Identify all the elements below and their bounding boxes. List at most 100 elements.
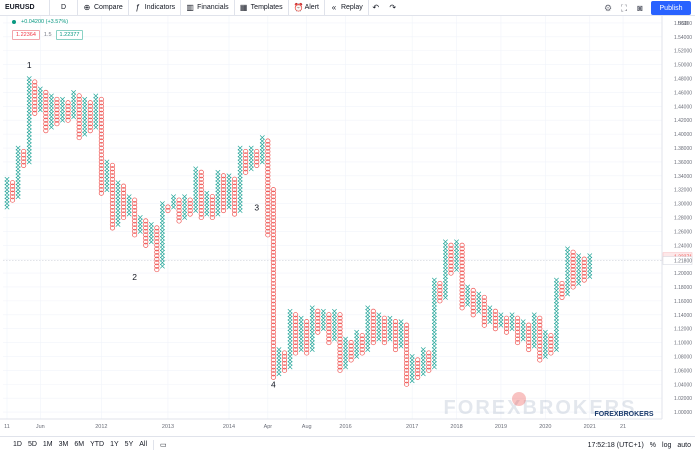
o-box: [98, 180, 104, 186]
o-box: [187, 201, 193, 207]
x-box: [193, 208, 199, 213]
range-6m[interactable]: 6M: [74, 441, 85, 448]
pnf-o-column: [176, 197, 182, 224]
o-box: [293, 322, 299, 328]
x-box: [554, 298, 559, 304]
o-box: [76, 96, 82, 102]
percent-toggle[interactable]: %: [649, 441, 657, 449]
redo-button[interactable]: ↷: [386, 0, 403, 16]
x-box: [365, 308, 371, 314]
undo-button[interactable]: ↶: [369, 0, 386, 16]
o-box: [43, 107, 49, 113]
x-box: [554, 329, 559, 335]
o-box: [537, 329, 543, 335]
o-box: [109, 221, 116, 227]
x-box: [159, 215, 165, 220]
alert-button[interactable]: ⏰ Alert: [289, 0, 325, 16]
x-box: [137, 225, 143, 231]
o-box: [98, 148, 104, 155]
pnf-o-column: [348, 340, 354, 363]
o-box: [98, 176, 104, 182]
x-box: [309, 322, 315, 328]
pnf-x-column: [48, 93, 54, 130]
range-3m[interactable]: 3M: [58, 441, 69, 448]
pnf-o-column: [154, 225, 160, 273]
x-box: [215, 197, 221, 203]
pnf-x-column: [126, 194, 132, 217]
pnf-x-column: [387, 315, 393, 342]
x-box: [365, 312, 371, 318]
x-box: [193, 194, 199, 200]
x-box: [565, 260, 570, 266]
o-box: [304, 319, 310, 325]
o-box: [265, 197, 271, 203]
range-all[interactable]: All: [139, 441, 148, 448]
buy-price-button[interactable]: 1.22377: [55, 30, 84, 40]
indicators-button[interactable]: ƒ Indicators: [129, 0, 182, 16]
o-box: [470, 298, 476, 304]
x-box: [298, 343, 304, 349]
o-box: [481, 319, 487, 325]
pnf-x-column: [498, 312, 504, 328]
auto-toggle[interactable]: auto: [677, 441, 691, 449]
x-box: [26, 114, 32, 120]
o-box: [265, 141, 271, 148]
o-box: [359, 350, 365, 356]
pnf-x-column: [115, 180, 121, 227]
calendar-icon[interactable]: ▭: [160, 441, 167, 449]
x-box: [465, 288, 471, 293]
x-box: [226, 176, 232, 182]
camera-icon[interactable]: ◙: [637, 3, 643, 13]
x-box: [565, 253, 570, 259]
o-box: [98, 159, 104, 165]
x-box: [26, 117, 32, 123]
o-box: [437, 284, 443, 290]
o-box: [232, 208, 238, 214]
range-1y[interactable]: 1Y: [110, 441, 119, 448]
o-box: [10, 180, 16, 186]
o-box: [570, 270, 576, 276]
range-1m[interactable]: 1M: [42, 441, 53, 448]
x-box: [343, 336, 348, 342]
x-box: [259, 155, 265, 161]
x-box: [531, 333, 537, 339]
o-box: [581, 274, 587, 280]
x-box: [26, 155, 32, 161]
log-toggle[interactable]: log: [662, 441, 672, 449]
interval-button[interactable]: D: [50, 0, 78, 16]
sell-price-button[interactable]: 1.22364: [12, 30, 40, 40]
x-box: [443, 267, 448, 273]
x-box: [26, 107, 32, 113]
o-box: [265, 166, 271, 172]
compare-button[interactable]: ⊕ Compare: [78, 0, 129, 16]
x-box: [387, 336, 393, 342]
gear-icon[interactable]: ⚙: [603, 3, 613, 13]
x-box: [443, 242, 448, 248]
pnf-x-column: [420, 347, 426, 377]
o-box: [54, 96, 60, 102]
x-box: [343, 350, 348, 356]
o-box: [109, 194, 116, 200]
fullscreen-icon[interactable]: ⛶: [620, 3, 628, 13]
range-1d[interactable]: 1D: [13, 441, 22, 448]
o-box: [232, 183, 238, 189]
o-box: [32, 93, 38, 99]
o-box: [270, 211, 276, 217]
range-5y[interactable]: 5Y: [124, 441, 134, 448]
o-box: [404, 329, 410, 335]
replay-button[interactable]: « Replay: [325, 0, 369, 16]
o-box: [198, 176, 204, 182]
o-box: [326, 333, 332, 339]
o-box: [526, 333, 532, 339]
clock-time[interactable]: 17:52:18 (UTC+1): [587, 441, 644, 449]
publish-button[interactable]: Publish: [651, 1, 691, 15]
range-ytd[interactable]: YTD: [90, 441, 105, 448]
range-5d[interactable]: 5D: [27, 441, 37, 448]
o-box: [176, 211, 182, 217]
x-box: [71, 96, 77, 102]
templates-button[interactable]: ▦ Templates: [235, 0, 289, 16]
financials-button[interactable]: ▥ Financials: [181, 0, 235, 16]
x-box: [365, 329, 371, 335]
symbol-search-button[interactable]: EURUSD: [0, 0, 50, 16]
